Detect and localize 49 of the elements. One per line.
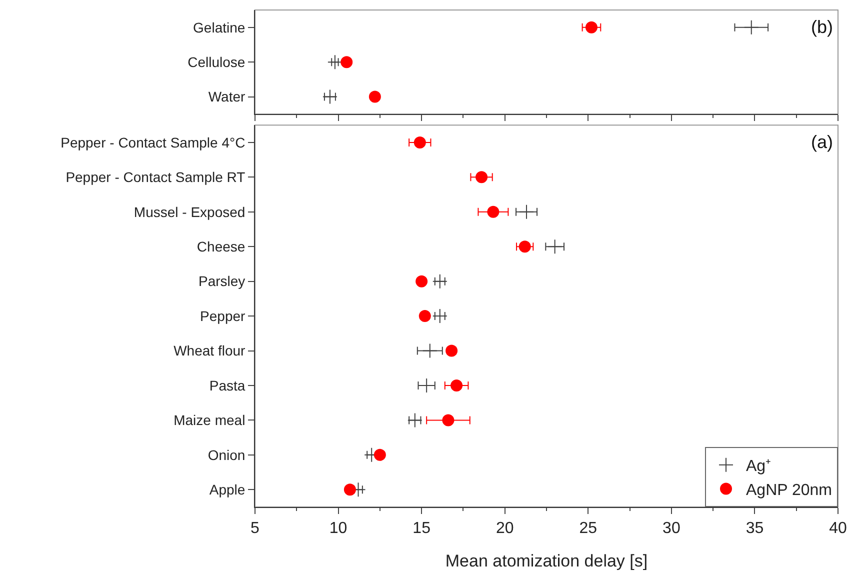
x-axis-title: Mean atomization delay [s] [445, 552, 648, 571]
point [518, 240, 531, 253]
point [476, 171, 488, 184]
x-tick-label: 25 [579, 520, 598, 538]
y-tick-label: Wheat flour [174, 342, 246, 359]
point [585, 21, 598, 34]
x-tick-label: 30 [662, 520, 680, 538]
point [519, 204, 534, 220]
point [322, 89, 338, 104]
legend-label: AgNP 20nm [746, 482, 832, 499]
y-tick-label: Water [208, 88, 246, 105]
point [416, 275, 428, 288]
point [374, 448, 386, 461]
point [368, 90, 381, 103]
y-tick-label: Onion [208, 446, 246, 463]
y-tick-label: Mussel - Exposed [134, 204, 246, 220]
point [418, 310, 431, 322]
point [450, 379, 463, 392]
x-tick-label: 15 [412, 520, 431, 538]
point [340, 56, 353, 68]
point [487, 206, 500, 218]
y-tick-label: Gelatine [193, 19, 246, 36]
y-tick-label: Pepper - Contact Sample 4°C [60, 134, 246, 150]
annotation: (b) [811, 17, 833, 37]
y-tick-label: Parsley [198, 273, 246, 290]
y-tick-label: Cellulose [188, 54, 246, 70]
y-tick-label: Pasta [209, 377, 246, 394]
x-tick-label: 20 [496, 520, 514, 538]
point [407, 412, 422, 428]
x-tick-label: 40 [829, 520, 847, 538]
y-tick-label: Cheese [196, 238, 246, 255]
point [344, 484, 356, 496]
y-tick-label: Apple [209, 482, 246, 498]
y-tick-label: Maize meal [174, 412, 246, 428]
point [547, 239, 562, 254]
point [327, 54, 342, 70]
y-tick-label: Pepper - Contact Sample RT [66, 169, 246, 186]
point [414, 136, 426, 148]
point [432, 308, 448, 324]
point [422, 343, 438, 358]
point [442, 414, 454, 426]
annotation: (a) [811, 132, 833, 152]
x-tick-label: 35 [746, 520, 764, 538]
point [432, 274, 448, 289]
point [744, 20, 759, 35]
y-tick-label: Pepper [200, 308, 246, 324]
x-tick-label: 5 [250, 520, 260, 538]
x-tick-label: 10 [329, 520, 348, 538]
legend-label: Ag⁺ [746, 458, 771, 476]
